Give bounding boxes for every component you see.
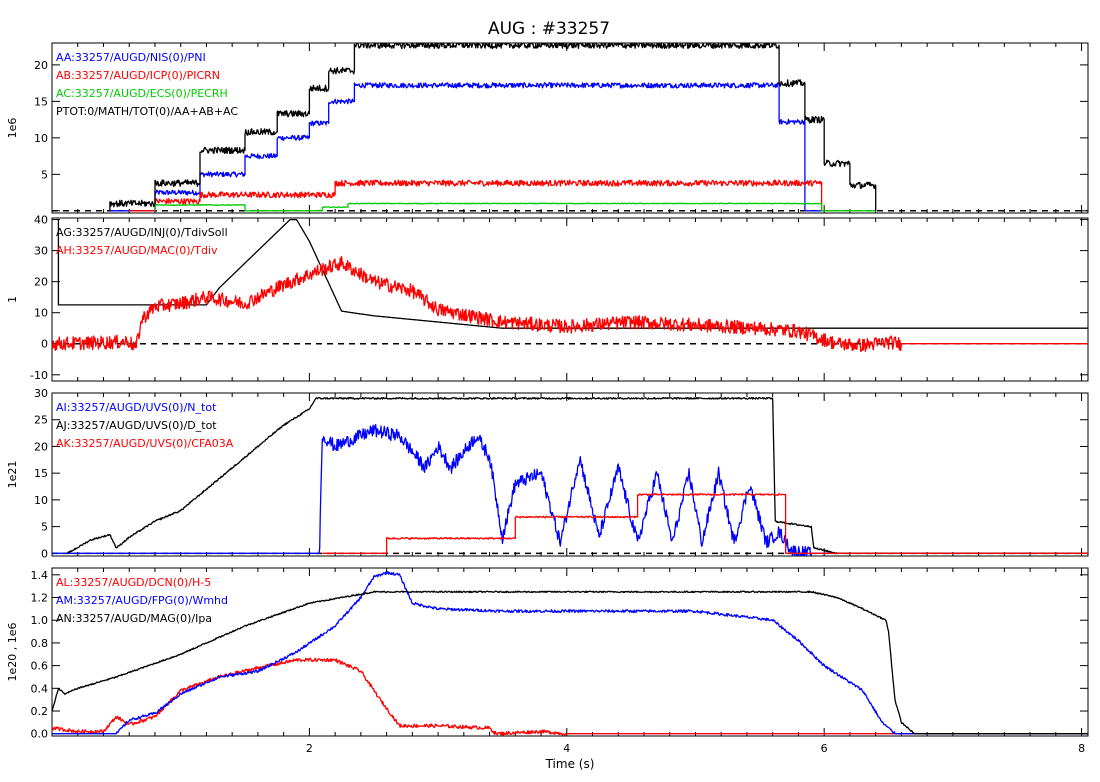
y-tick-label: 20	[34, 440, 48, 453]
panel-frame	[51, 392, 1089, 557]
series-line	[52, 590, 1088, 735]
y-tick-label: 30	[34, 245, 48, 258]
y-tick-label: 0.6	[31, 660, 49, 673]
x-tick-label: 6	[821, 742, 828, 755]
y-tick-label: 5	[41, 168, 48, 181]
y-tick-label: 1.2	[31, 592, 49, 605]
legend-entry: AM:33257/AUGD/FPG(0)/Wmhd	[56, 594, 228, 607]
y-tick-label: -10	[30, 369, 48, 382]
y-tick-label: 10	[34, 494, 48, 507]
series-line	[57, 218, 1088, 329]
y-tick-label: 30	[34, 387, 48, 400]
y-tick-label: 25	[34, 414, 48, 427]
y-tick-label: 10	[34, 307, 48, 320]
chart-title: AUG : #33257	[488, 19, 610, 39]
legend-entry: AG:33257/AUGD/INJ(0)/TdivSoll	[56, 226, 228, 239]
legend-entry: AI:33257/AUGD/UVS(0)/N_tot	[56, 401, 217, 414]
legend-entry: AK:33257/AUGD/UVS(0)/CFA03A	[56, 437, 234, 450]
panel-frame	[51, 217, 1089, 382]
y-tick-label: 40	[34, 214, 48, 227]
y-tick-label: 15	[34, 95, 48, 108]
y-axis-label: 1	[6, 296, 19, 303]
y-tick-label: 5	[41, 521, 48, 534]
series-line	[154, 202, 876, 212]
y-axis-label: 1e20 , 1e6	[6, 622, 19, 681]
legend-entry: AB:33257/AUGD/ICP(0)/PICRN	[56, 69, 220, 82]
panel-1: 5 10 15 20 1e6 AA:33257/AUGD/NIS(0)/PNI AB:332…	[6, 42, 1089, 214]
y-tick-label: 0.2	[31, 705, 49, 718]
y-tick-label: 10	[34, 132, 48, 145]
legend-entry: AJ:33257/AUGD/UVS(0)/D_tot	[56, 419, 217, 432]
series-line	[52, 255, 1088, 353]
y-tick-label: 15	[34, 467, 48, 480]
y-axis-label: 1e21	[6, 461, 19, 489]
x-tick-label: 8	[1078, 742, 1085, 755]
series-line	[322, 493, 1088, 554]
panel-2: -10 0 10 20 30 40 1 AG:33257/AUGD/INJ(0)/TdivSo…	[6, 214, 1089, 382]
x-tick-label: 2	[306, 742, 313, 755]
y-axis-label: 1e6	[6, 118, 19, 139]
y-tick-label: 0.4	[31, 682, 49, 695]
panel-3: 0 5 10 15 20 25 30 1e21 AI:33257/AUGD/UVS(0)/N_t…	[6, 387, 1089, 560]
legend-entry: PTOT:0/MATH/TOT(0)/AA+AB+AC	[56, 105, 238, 118]
panel-frame	[51, 567, 1089, 737]
y-tick-label: 20	[34, 276, 48, 289]
y-tick-label: 0	[41, 547, 48, 560]
y-tick-label: 20	[34, 59, 48, 72]
y-tick-label: 0.8	[31, 637, 49, 650]
legend-entry: AA:33257/AUGD/NIS(0)/PNI	[56, 51, 206, 64]
legend-entry: AL:33257/AUGD/DCN(0)/H-5	[56, 576, 211, 589]
series-line	[109, 43, 877, 211]
y-tick-label: 1.0	[31, 614, 49, 627]
x-axis-label: Time (s)	[545, 757, 595, 771]
y-tick-label: 0.0	[31, 728, 49, 741]
legend-entry: AC:33257/AUGD/ECS(0)/PECRH	[56, 87, 228, 100]
legend-entry: AN:33257/AUGD/MAG(0)/Ipa	[56, 612, 212, 625]
x-tick-label: 4	[563, 742, 570, 755]
y-tick-label: 0	[41, 338, 48, 351]
legend-entry: AH:33257/AUGD/MAC(0)/Tdiv	[56, 244, 218, 257]
y-tick-label: 1.4	[31, 569, 49, 582]
series-line	[109, 82, 825, 212]
series-line	[129, 179, 838, 212]
panel-4: 0.0 0.2 0.4 0.6 0.8 1.0 1.2 1.4 1e20 , 1e6 AL:332…	[6, 567, 1089, 741]
